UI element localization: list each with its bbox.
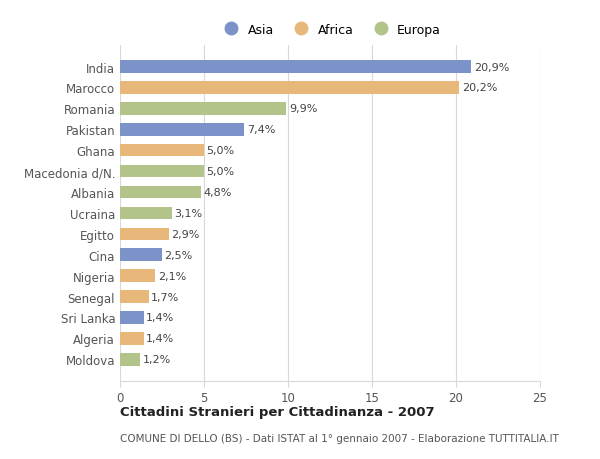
Bar <box>120 270 155 282</box>
Text: 9,9%: 9,9% <box>289 104 317 114</box>
Text: 2,9%: 2,9% <box>171 230 200 239</box>
Legend: Asia, Africa, Europa: Asia, Africa, Europa <box>214 19 446 42</box>
Text: Cittadini Stranieri per Cittadinanza - 2007: Cittadini Stranieri per Cittadinanza - 2… <box>120 405 434 419</box>
Bar <box>120 312 143 324</box>
Bar <box>120 332 143 345</box>
Bar <box>120 291 149 303</box>
Bar <box>120 186 200 199</box>
Text: 2,1%: 2,1% <box>158 271 186 281</box>
Bar <box>120 103 286 115</box>
Bar <box>120 61 471 73</box>
Text: COMUNE DI DELLO (BS) - Dati ISTAT al 1° gennaio 2007 - Elaborazione TUTTITALIA.I: COMUNE DI DELLO (BS) - Dati ISTAT al 1° … <box>120 433 559 442</box>
Bar <box>120 228 169 241</box>
Bar <box>120 353 140 366</box>
Text: 2,5%: 2,5% <box>164 250 193 260</box>
Bar <box>120 249 162 262</box>
Text: 1,7%: 1,7% <box>151 292 179 302</box>
Text: 20,2%: 20,2% <box>462 83 497 93</box>
Bar <box>120 124 244 136</box>
Text: 3,1%: 3,1% <box>175 208 203 218</box>
Bar <box>120 207 172 220</box>
Text: 5,0%: 5,0% <box>206 146 235 156</box>
Text: 1,4%: 1,4% <box>146 313 174 323</box>
Text: 7,4%: 7,4% <box>247 125 275 135</box>
Text: 1,2%: 1,2% <box>143 354 171 364</box>
Text: 5,0%: 5,0% <box>206 167 235 177</box>
Text: 20,9%: 20,9% <box>473 62 509 73</box>
Bar <box>120 145 204 157</box>
Text: 4,8%: 4,8% <box>203 188 232 197</box>
Bar <box>120 82 460 95</box>
Bar <box>120 165 204 178</box>
Text: 1,4%: 1,4% <box>146 334 174 344</box>
